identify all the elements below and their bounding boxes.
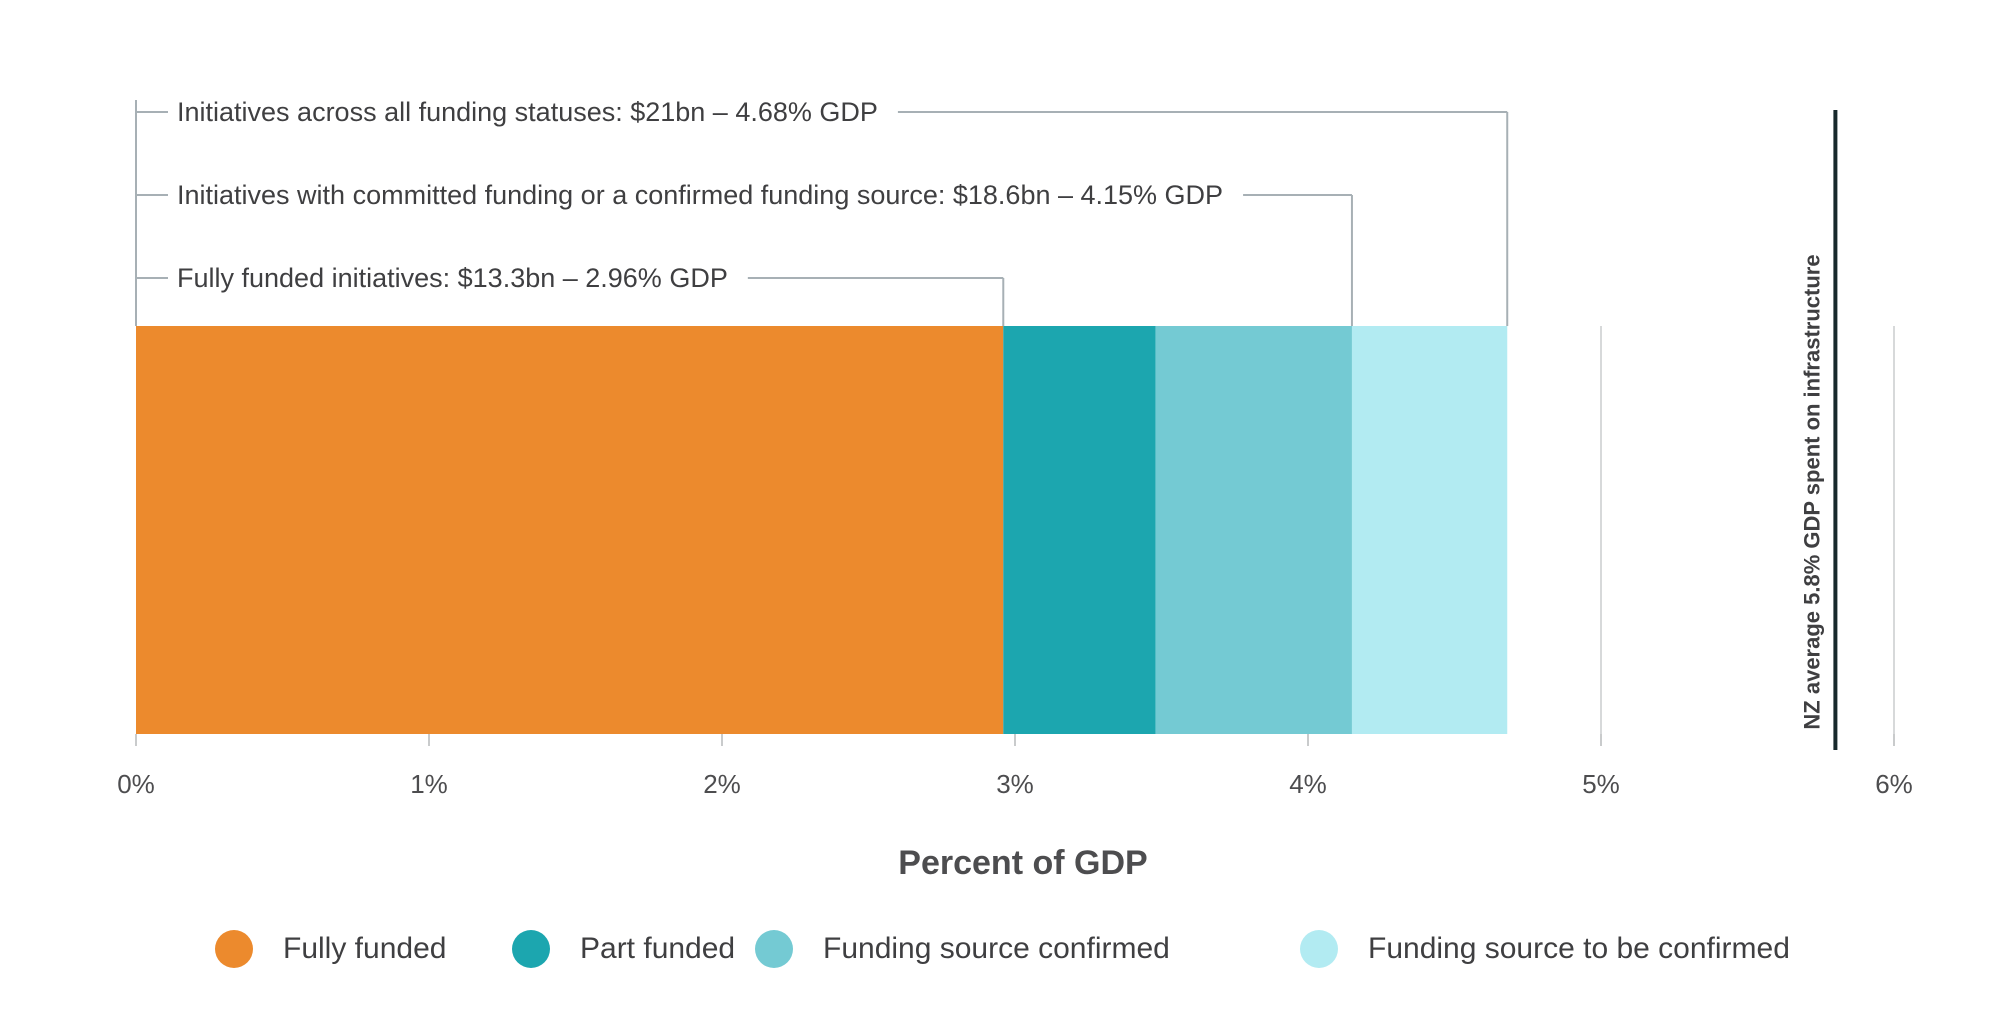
bar-segment-part-funded: [1003, 326, 1156, 734]
legend-swatch: [755, 930, 793, 968]
legend-item: Funding source to be confirmed: [1300, 924, 1790, 974]
x-tick-label: 1%: [410, 769, 448, 799]
x-tick-label: 2%: [703, 769, 741, 799]
legend-swatch: [512, 930, 550, 968]
x-axis-title: Percent of GDP: [898, 844, 1147, 882]
reference-line-label: NZ average 5.8% GDP spent on infrastruct…: [1799, 254, 1824, 729]
bar-segment-funding-source-to-be-confirmed: [1351, 326, 1508, 734]
legend-item: Fully funded: [215, 924, 446, 974]
legend-label: Fully funded: [283, 932, 447, 965]
reference-line-group: NZ average 5.8% GDP spent on infrastruct…: [1799, 110, 1838, 750]
legend-label: Funding source to be confirmed: [1368, 932, 1790, 965]
stacked-bar: [136, 326, 1508, 734]
legend: Fully funded Part funded Funding source co…: [0, 924, 2000, 974]
x-tick-label: 3%: [996, 769, 1034, 799]
legend-swatch: [215, 930, 253, 968]
x-tick-label: 6%: [1875, 769, 1913, 799]
legend-item: Funding source confirmed: [755, 924, 1170, 974]
bar-segment-funding-source-confirmed: [1155, 326, 1352, 734]
legend-swatch: [1300, 930, 1338, 968]
x-tick-label: 0%: [117, 769, 155, 799]
bar-segment-fully-funded: [136, 326, 1004, 734]
bracket-label: Fully funded initiatives: $13.3bn – 2.96…: [177, 263, 728, 293]
x-tick-label: 4%: [1289, 769, 1327, 799]
bracket-label: Initiatives with committed funding or a …: [177, 180, 1223, 210]
annotation-brackets: Initiatives across all funding statuses:…: [135, 97, 1509, 326]
legend-label: Part funded: [580, 932, 736, 965]
x-tick-label: 5%: [1582, 769, 1620, 799]
x-axis: 0% 1% 2% 3% 4% 5% 6%: [117, 734, 1913, 799]
legend-label: Funding source confirmed: [823, 932, 1170, 965]
legend-item: Part funded: [512, 924, 735, 974]
bracket-label: Initiatives across all funding statuses:…: [177, 97, 878, 127]
